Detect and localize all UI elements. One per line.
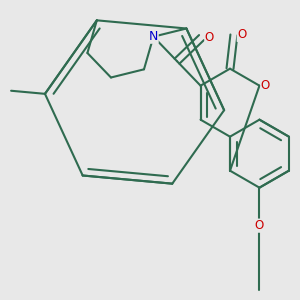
Text: O: O — [237, 28, 247, 41]
Text: O: O — [255, 219, 264, 232]
Text: O: O — [261, 79, 270, 92]
Text: N: N — [149, 30, 158, 43]
Text: O: O — [205, 31, 214, 44]
